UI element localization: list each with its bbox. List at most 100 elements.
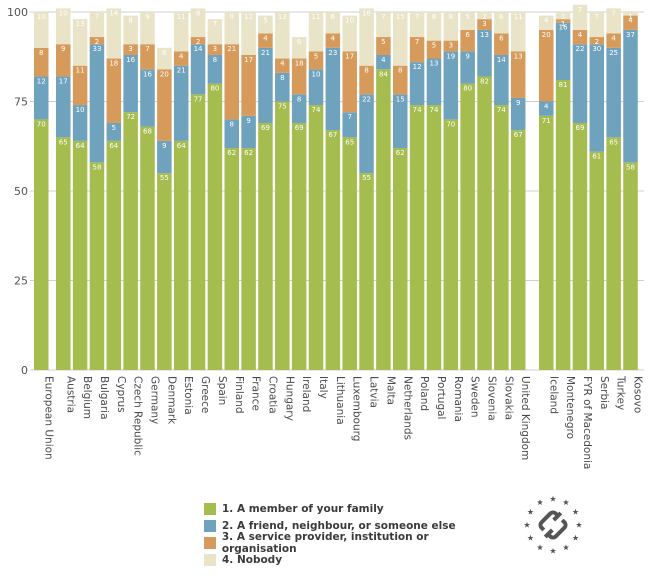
data-label: 4 (544, 103, 549, 111)
bar-segment (376, 54, 391, 70)
data-label: 21 (177, 67, 186, 75)
data-label: 16 (362, 9, 371, 17)
data-label: 9 (145, 13, 149, 21)
bar-segment (72, 65, 88, 106)
data-label: 69 (575, 124, 584, 132)
bar-segment (157, 173, 172, 370)
bar-segment (460, 51, 475, 84)
bar-segment (291, 122, 307, 370)
data-label: 11 (514, 13, 523, 21)
bar-segment (106, 8, 122, 59)
legend-swatch-nobody (204, 553, 216, 566)
data-label: 7 (415, 13, 419, 21)
bar-segment (623, 29, 638, 163)
bar-segment (510, 130, 526, 370)
legend-label-family: 1. A member of your family (222, 502, 384, 515)
logo-star (572, 508, 579, 515)
data-label: 58 (626, 163, 635, 171)
data-label: 2 (561, 13, 565, 21)
category-label: Austria (64, 376, 76, 413)
bar-segment (72, 105, 88, 141)
bar-segment (123, 54, 138, 113)
logo-star (549, 495, 557, 502)
data-label: 13 (76, 20, 85, 28)
bar-segment (606, 8, 621, 34)
data-label: 4 (179, 52, 184, 60)
bar-segment (56, 137, 71, 370)
bar-segment (539, 115, 554, 370)
bar-segment (443, 12, 459, 41)
data-label: 11 (312, 13, 321, 21)
bar-segment (190, 94, 206, 370)
data-label: 9 (516, 99, 520, 107)
y-tick-label: 25 (14, 275, 28, 288)
category-label: European Union (42, 376, 54, 460)
data-label: 65 (345, 138, 354, 146)
data-label: 7 (611, 9, 615, 17)
data-labels: 7012810651791064101113583327645181472163… (37, 6, 635, 182)
data-label: 9 (465, 52, 469, 60)
data-label: 74 (413, 106, 422, 114)
data-label: 19 (446, 52, 455, 60)
data-label: 7 (213, 20, 217, 28)
bar-segment (224, 44, 239, 120)
bar-segment (123, 15, 138, 45)
logo-star (562, 499, 570, 506)
bar-segment (589, 44, 605, 152)
data-label: 3 (482, 20, 486, 28)
data-label: 80 (463, 85, 472, 93)
bar-segment (157, 140, 172, 174)
bar-segment (477, 19, 492, 30)
data-label: 11 (177, 13, 186, 21)
data-label: 67 (514, 131, 523, 139)
legend: 1. A member of your family 2. A friend, … (204, 500, 504, 568)
bar-segment (173, 51, 189, 66)
bar-segment (140, 126, 155, 370)
legend-label-nobody: 4. Nobody (222, 553, 283, 566)
data-label: 1 (561, 20, 565, 28)
stacked-bar-chart: 7012810651791064101113583327645181472163… (7, 4, 644, 469)
data-label: 69 (295, 124, 304, 132)
data-label: 8 (230, 120, 234, 128)
data-label: 21 (261, 49, 270, 57)
data-label: 4 (578, 31, 583, 39)
data-label: 10 (345, 17, 354, 25)
logo-star (523, 521, 531, 528)
data-label: 55 (160, 174, 169, 182)
bar-segment (606, 33, 621, 48)
bar-segment (258, 15, 273, 34)
data-label: 4 (331, 34, 336, 42)
data-label: 13 (514, 52, 523, 60)
y-axis: 0 25 50 75 100 (7, 6, 28, 377)
data-label: 84 (379, 70, 388, 78)
data-label: 7 (381, 13, 385, 21)
data-label: 5 (263, 17, 267, 25)
data-label: 5 (314, 52, 318, 60)
data-label: 16 (126, 56, 135, 64)
bar-segment (190, 8, 206, 38)
bar-segment (572, 44, 588, 123)
bar-segment (623, 162, 638, 370)
bar-segment (34, 76, 49, 120)
data-label: 9 (246, 117, 250, 125)
bar-segment (409, 105, 425, 370)
data-label: 16 (559, 24, 568, 32)
eurofound-star-logo-icon (523, 495, 583, 554)
bar-segment (308, 51, 324, 70)
legend-label-friend: 2. A friend, neighbour, or someone else (222, 519, 456, 532)
category-label: Montenegro (564, 376, 576, 439)
bar-segment (106, 58, 122, 123)
bar-segment (376, 37, 391, 55)
bar-segment (325, 12, 341, 34)
data-label: 15 (396, 13, 405, 21)
bar-segment (291, 37, 307, 59)
bar-segment (359, 8, 374, 66)
data-label: 7 (95, 13, 99, 21)
bar-segment (56, 44, 71, 77)
data-label: 6 (465, 31, 470, 39)
bar-segment (89, 12, 105, 38)
data-label: 33 (92, 45, 101, 53)
bar-segment (460, 29, 475, 52)
category-label: Luxembourg (351, 376, 363, 441)
bar-segment (393, 12, 408, 66)
